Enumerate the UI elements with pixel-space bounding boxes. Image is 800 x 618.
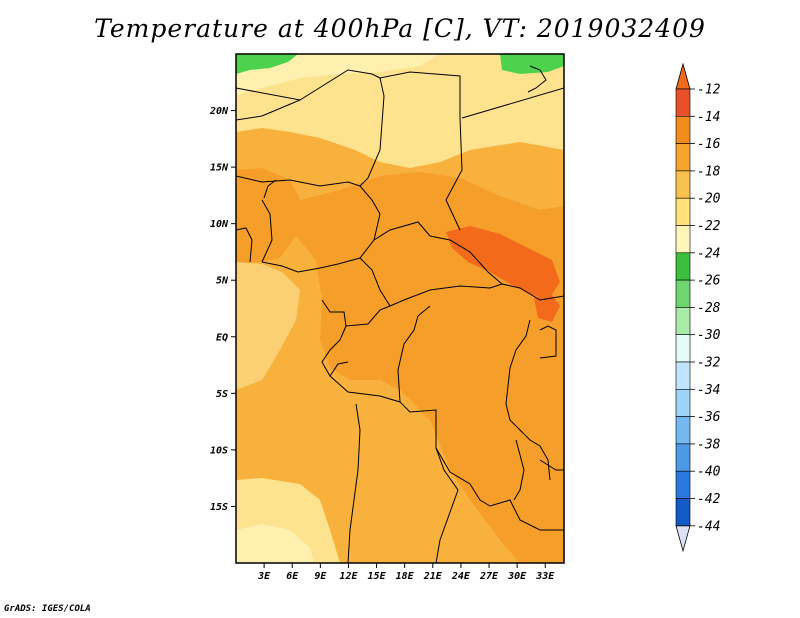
- colorbar-label: -26: [697, 274, 721, 289]
- border-line: [236, 99, 301, 121]
- lon-tick-label: 21E: [423, 571, 443, 582]
- field-green-east: [500, 54, 564, 74]
- lat-tick-label: EQ: [216, 332, 228, 343]
- field-north-20: [236, 54, 564, 168]
- colorbar-swatch: [675, 88, 691, 117]
- colorbar-swatch: [675, 143, 691, 172]
- border-line: [379, 71, 463, 231]
- field-southwest-22: [236, 524, 314, 563]
- colorbar-label: -18: [697, 164, 721, 179]
- colorbar-swatch: [675, 416, 691, 445]
- lon-tick-label: 24E: [451, 571, 471, 582]
- lon-tick-label: 33E: [535, 571, 555, 582]
- lat-tick-label: 15S: [210, 502, 228, 513]
- lon-tick-label: 12E: [339, 571, 358, 582]
- colorbar-swatch: [675, 334, 691, 363]
- border-line: [261, 185, 381, 273]
- colorbar-label: -14: [697, 110, 720, 125]
- field-coast-18: [236, 262, 300, 390]
- border-line: [505, 367, 551, 481]
- border-line: [461, 87, 564, 119]
- colorbar-swatch: [675, 252, 691, 281]
- colorbar-label: -40: [697, 465, 721, 480]
- colorbar-label: -22: [697, 219, 721, 234]
- border-line: [329, 361, 349, 377]
- lon-tick-label: 3E: [257, 571, 271, 582]
- border-line: [509, 319, 531, 369]
- colorbar-label: -44: [697, 519, 720, 534]
- colorbar-swatch: [675, 361, 691, 390]
- field-south-16-band: [340, 396, 480, 563]
- lon-tick-label: 9E: [314, 571, 327, 582]
- map-frame: [235, 53, 565, 564]
- border-line: [359, 257, 503, 307]
- border-line: [263, 179, 277, 199]
- temperature-field: [236, 54, 564, 563]
- lon-tick-label: 18E: [396, 571, 415, 582]
- colorbar-swatch: [675, 388, 691, 417]
- border-line: [527, 65, 547, 93]
- colorbar-label: -28: [697, 301, 721, 316]
- border-line: [321, 325, 564, 531]
- border-line: [236, 175, 361, 187]
- colorbar-label: -16: [697, 137, 721, 152]
- colorbar-label: -42: [697, 492, 721, 507]
- border-line: [435, 447, 459, 563]
- colorbar-swatch: [675, 498, 691, 527]
- colorbar-swatch: [675, 307, 691, 335]
- colorbar-swatch: [675, 116, 691, 144]
- border-line: [347, 403, 361, 563]
- country-borders: [236, 65, 564, 563]
- colorbar-bottom-arrow: [675, 525, 691, 553]
- lat-tick-label: 5N: [216, 276, 229, 287]
- colorbar-label: -34: [697, 383, 720, 398]
- axis-ticks: 20N 15N 10N 5N EQ 5S 10S 15S 3E 6E 9E 12E 15E 18E 21E 2…: [209, 106, 555, 582]
- colorbar: -12 -14 -16 -18 -20 -22 -24 -26 -28 -30 -32 -34 -36 -…: [675, 62, 721, 553]
- border-line: [539, 459, 564, 471]
- colorbar-swatch: [675, 470, 691, 499]
- lon-tick-label: 6E: [286, 571, 299, 582]
- border-line: [539, 325, 557, 359]
- field-hot-12: [446, 226, 560, 300]
- colorbar-label: -38: [697, 437, 721, 452]
- lat-tick-label: 15N: [210, 163, 229, 174]
- border-line: [513, 439, 525, 501]
- colorbar-swatch: [675, 225, 691, 254]
- grads-credit: GrADS: IGES/COLA: [4, 604, 91, 614]
- colorbar-label: -12: [697, 83, 721, 98]
- border-line: [373, 221, 503, 285]
- colorbar-label: -30: [697, 328, 721, 343]
- colorbar-label: -20: [697, 192, 721, 207]
- lon-tick-label: 27E: [479, 571, 499, 582]
- field-green-west: [236, 54, 298, 74]
- border-line: [501, 283, 564, 301]
- border-line: [261, 199, 273, 263]
- chart-title: Temperature at 400hPa [C], VT: 201903240…: [94, 14, 706, 43]
- colorbar-swatch: [675, 197, 691, 226]
- lat-tick-label: 20N: [209, 106, 229, 117]
- border-line: [397, 305, 431, 403]
- colorbar-label: -32: [697, 356, 721, 371]
- lat-tick-label: 10S: [210, 445, 228, 456]
- lat-tick-label: 10N: [210, 219, 229, 230]
- field-north-22: [236, 54, 440, 96]
- border-line: [236, 227, 253, 263]
- colorbar-swatch: [675, 170, 691, 199]
- lat-tick-label: 5S: [216, 389, 228, 400]
- colorbar-swatch: [675, 279, 691, 308]
- colorbar-swatch: [675, 443, 691, 472]
- lon-tick-label: 15E: [368, 571, 387, 582]
- lon-tick-label: 30E: [507, 571, 527, 582]
- colorbar-top-arrow: [675, 62, 691, 90]
- colorbar-label: -24: [697, 246, 720, 261]
- colorbar-label: -36: [697, 410, 721, 425]
